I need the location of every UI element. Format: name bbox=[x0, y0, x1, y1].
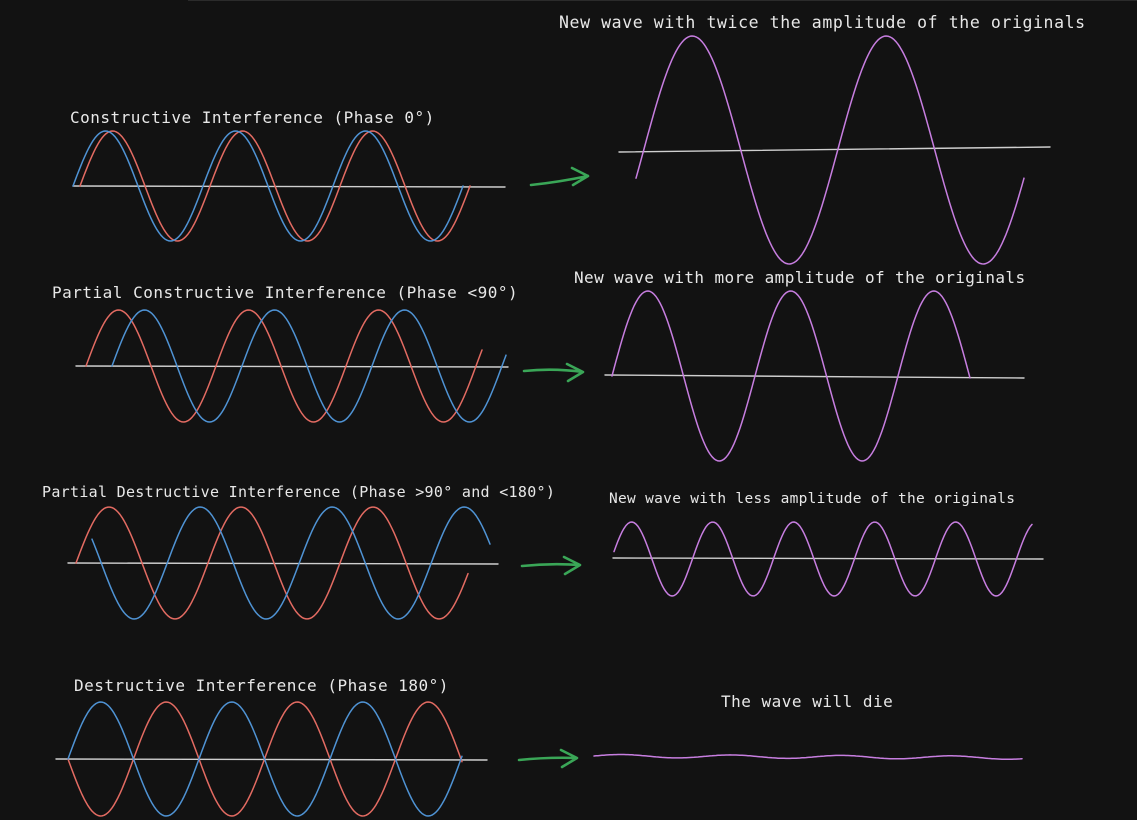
caption-partial-constructive: New wave with more amplitude of the orig… bbox=[574, 268, 1025, 287]
caption-partial-destructive: New wave with less amplitude of the orig… bbox=[609, 491, 1015, 507]
row-destructive: Destructive Interference (Phase 180°) Th… bbox=[55, 676, 1023, 817]
wave-b-constructive bbox=[72, 130, 464, 242]
caption-destructive: The wave will die bbox=[721, 692, 893, 711]
arrow-constructive bbox=[529, 166, 590, 187]
result-wave-partial-constructive bbox=[611, 290, 971, 462]
result-wave-partial-destructive bbox=[613, 521, 1033, 597]
title-destructive: Destructive Interference (Phase 180°) bbox=[74, 676, 449, 695]
row-partial-destructive: Partial Destructive Interference (Phase … bbox=[42, 483, 1044, 620]
axis-result-constructive bbox=[618, 146, 1051, 153]
row-constructive: Constructive Interference (Phase 0°) New… bbox=[70, 13, 1086, 265]
axis-destructive bbox=[55, 758, 488, 761]
wave-a-partial-destructive bbox=[75, 506, 469, 620]
axis-partial-destructive bbox=[67, 562, 499, 565]
row-partial-constructive: Partial Constructive Interference (Phase… bbox=[52, 268, 1025, 462]
title-constructive: Constructive Interference (Phase 0°) bbox=[70, 108, 435, 127]
caption-constructive: New wave with twice the amplitude of the… bbox=[559, 13, 1086, 32]
axis-partial-constructive bbox=[75, 365, 509, 368]
wave-b-destructive bbox=[67, 701, 463, 817]
result-wave-destructive bbox=[593, 753, 1023, 761]
title-partial-destructive: Partial Destructive Interference (Phase … bbox=[42, 483, 555, 501]
wave-a-constructive bbox=[79, 130, 471, 242]
arrow-partial-constructive bbox=[522, 362, 585, 383]
wave-b-partial-constructive bbox=[111, 309, 507, 423]
axis-result-partial-constructive bbox=[604, 374, 1025, 379]
wave-b-partial-destructive bbox=[91, 506, 491, 620]
result-wave-constructive bbox=[635, 35, 1025, 265]
arrow-partial-destructive bbox=[520, 555, 582, 576]
arrow-destructive bbox=[517, 748, 579, 769]
axis-result-partial-destructive bbox=[612, 557, 1044, 560]
wave-a-partial-constructive bbox=[85, 309, 483, 423]
title-partial-constructive: Partial Constructive Interference (Phase… bbox=[52, 283, 518, 302]
top-border bbox=[188, 0, 1137, 1]
